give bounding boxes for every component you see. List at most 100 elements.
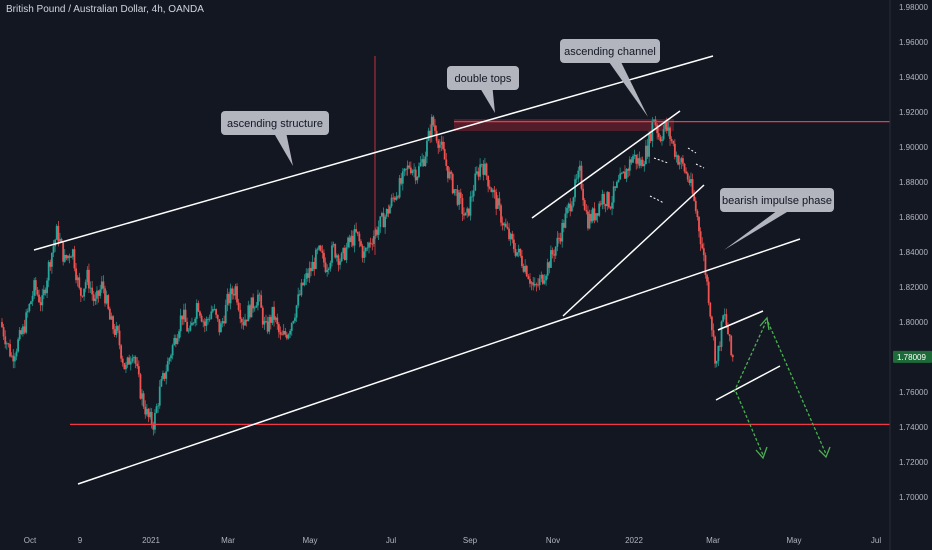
candle-body [210,311,213,319]
candle-body [525,265,528,277]
candle-body [154,412,156,430]
candle-body [358,233,361,242]
candle-body [162,373,164,380]
callout-ascending-structure-box [221,111,329,135]
candle-body [673,143,676,157]
candle-body [108,308,111,320]
pattern-marker [695,163,705,169]
candle-body [170,355,172,359]
candle-body [86,269,89,283]
candle-body [102,281,105,289]
candle-body [136,363,139,367]
candle-body [719,345,721,347]
candle-body [182,309,185,320]
candle-body [667,127,670,131]
candle-body [229,288,232,304]
candle-body [511,233,514,240]
candle-body [120,345,123,359]
candle-body [89,287,92,289]
candle-body [173,337,176,346]
candle-body [331,245,333,263]
x-tick-label: Jul [386,536,396,545]
candle-body [580,165,583,189]
candle-body [485,163,488,176]
candle-body [329,262,332,269]
candle-body [691,179,694,194]
candle-body [34,280,37,291]
candle-body [395,196,398,200]
candle-body [303,278,306,286]
callout-bearish-impulse-phase-pointer [724,211,789,250]
candle-body [670,138,673,142]
candle-body [628,159,631,171]
candle-body [578,165,581,171]
candle-body [426,140,428,157]
candle-body [678,162,681,165]
candle-body [65,254,68,259]
candle-body [54,239,57,247]
candle-body [171,345,174,356]
candle-body [397,196,399,198]
candle-body [31,295,34,302]
candle-body [537,284,539,286]
candle-body [292,321,295,324]
candle-body [451,173,454,194]
candle-body [308,267,311,278]
y-tick-label: 1.92000 [899,108,928,117]
candle-body [475,171,478,174]
candle-body [607,192,610,208]
candle-body [15,351,18,357]
candle-body [696,211,699,218]
candle-body [184,309,187,322]
candle-body [269,317,272,323]
candle-body [437,140,440,148]
candle-body [142,393,145,407]
candle-body [369,242,372,244]
candle-body [208,318,211,320]
candle-body [123,363,126,370]
candle-body [379,216,382,228]
candle-body [213,309,216,310]
candle-body [432,116,435,126]
candle-body [70,256,73,258]
candle-body [200,315,203,322]
candle-body [474,173,477,191]
callout-ascending-structure-pointer [274,134,293,166]
channel-upper-line [531,110,681,219]
projection-short-line [735,391,764,456]
candle-body [723,314,726,316]
candle-body [107,295,110,309]
candle-body [110,316,113,320]
candle-body [68,255,71,258]
candle-body [244,319,246,326]
pattern-marker [653,157,669,164]
candle-body [606,192,609,207]
candle-body [632,156,634,163]
candle-body [384,216,387,228]
candle-body [538,278,541,286]
candle-body [644,145,647,164]
candle-body [704,255,707,275]
candle-body [327,268,330,271]
candle-body [192,322,195,324]
candle-body [591,208,594,222]
y-tick-label: 1.84000 [899,248,928,257]
y-tick-label: 1.86000 [899,213,928,222]
candle-body [274,317,277,320]
candle-body [311,261,314,272]
candle-body [260,295,263,308]
candle-body [97,290,100,296]
candle-body [456,189,459,205]
candle-body [187,330,190,332]
candle-body [419,162,422,167]
candle-body [698,217,700,232]
candle-body [290,323,293,331]
y-tick-label: 1.80000 [899,318,928,327]
candle-body [282,330,285,335]
candle-body [295,305,298,318]
candle-body [297,294,300,306]
candle-body [682,158,684,164]
candle-body [71,249,74,257]
